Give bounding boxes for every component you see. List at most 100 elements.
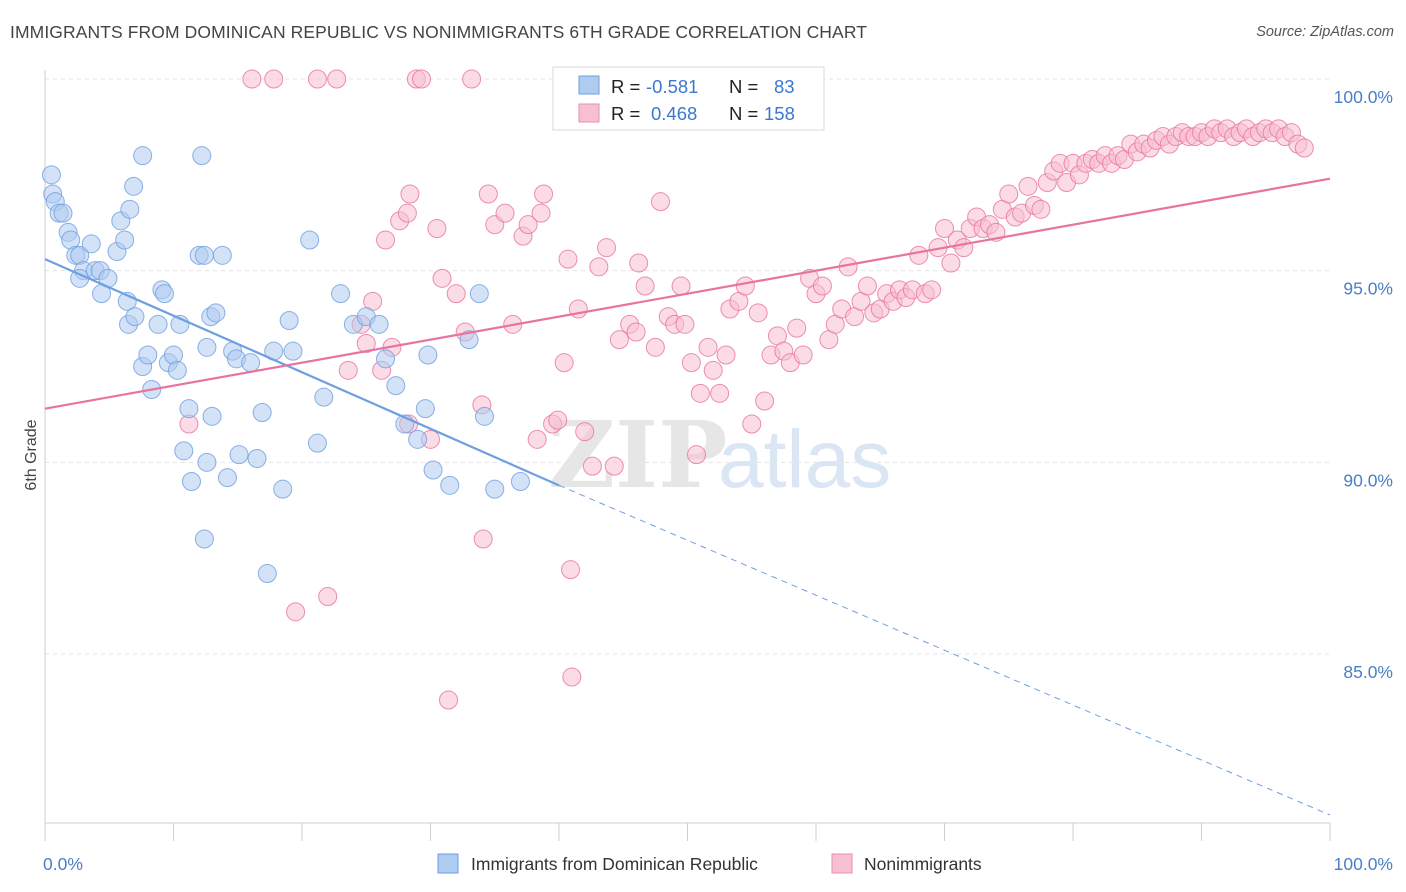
nonimmigrants-point [675, 314, 695, 334]
immigrants-point [197, 337, 217, 357]
stats-swatch-immigrants [578, 75, 600, 95]
nonimmigrants-point [597, 238, 617, 258]
immigrants-point [279, 311, 299, 330]
y-axis-label: 6th Grade [23, 419, 40, 490]
nonimmigrants-point [412, 69, 432, 89]
x-tick-label: 0.0% [43, 854, 83, 874]
watermark: ZIP atlas [548, 401, 891, 509]
immigrants-point [440, 475, 460, 495]
immigrants-point [241, 353, 261, 373]
nonimmigrants-point [710, 383, 730, 403]
nonimmigrants-point [635, 276, 655, 296]
nonimmigrants-point [527, 429, 547, 449]
nonimmigrants-point [604, 456, 624, 476]
immigrants-point [469, 284, 489, 304]
immigrants-point [314, 387, 334, 407]
source-credit: Source: ZipAtlas.com [1256, 24, 1394, 40]
immigrants-point [510, 472, 530, 491]
nonimmigrants-point [909, 245, 929, 265]
nonimmigrants-point [686, 445, 706, 465]
nonimmigrants-trend-line [44, 177, 1331, 410]
stats-n-value-immigrants: 83 [774, 76, 795, 97]
immigrants-point [194, 529, 214, 549]
immigrants-point [125, 307, 145, 327]
nonimmigrants-point [922, 280, 942, 300]
immigrants-point [283, 341, 303, 361]
immigrants-point [167, 360, 187, 380]
nonimmigrants-point [609, 330, 629, 350]
nonimmigrants-point [812, 276, 832, 296]
legend-swatch-immigrants [437, 853, 459, 874]
immigrants-point [174, 441, 194, 461]
immigrants-point [273, 479, 293, 499]
immigrants-point [81, 234, 101, 254]
legend: Immigrants from Dominican Republic Nonim… [437, 853, 982, 874]
nonimmigrants-point [651, 192, 671, 212]
nonimmigrants-point [432, 268, 452, 288]
nonimmigrants-point [561, 560, 581, 580]
legend-label-immigrants: Immigrants from Dominican Republic [471, 854, 758, 874]
nonimmigrants-point [755, 391, 775, 411]
immigrants-point [369, 314, 389, 334]
immigrants-point [257, 564, 277, 583]
series-immigrants-points [41, 146, 530, 583]
immigrants-point [485, 479, 505, 499]
immigrants-point [138, 345, 158, 365]
nonimmigrants-point [356, 334, 376, 353]
nonimmigrants-point [338, 360, 358, 380]
immigrants-point [229, 445, 249, 465]
immigrants-point [459, 330, 479, 350]
nonimmigrants-point [645, 337, 665, 357]
immigrants-point [120, 199, 140, 219]
nonimmigrants-point [397, 203, 417, 223]
nonimmigrants-point [548, 410, 568, 430]
immigrants-point [423, 460, 443, 480]
y-tick-label: 85.0% [1343, 662, 1393, 682]
immigrants-point [41, 165, 61, 185]
nonimmigrants-point [935, 219, 954, 238]
x-tick-label: 100.0% [1334, 854, 1393, 874]
stats-n-label-nonimmigrants: N = [729, 103, 758, 124]
nonimmigrants-point [626, 322, 646, 342]
nonimmigrants-point [787, 318, 807, 338]
nonimmigrants-point [518, 215, 538, 235]
nonimmigrants-point [735, 276, 755, 296]
chart-title: IMMIGRANTS FROM DOMINICAN REPUBLIC VS NO… [10, 22, 868, 42]
immigrants-point [386, 376, 406, 396]
nonimmigrants-point [999, 184, 1019, 204]
y-tick-labels: 100.0% 95.0% 90.0% 85.0% [1334, 87, 1393, 682]
nonimmigrants-point [698, 337, 718, 357]
stats-n-value-nonimmigrants: 158 [764, 103, 795, 124]
immigrants-point [115, 230, 135, 250]
nonimmigrants-point [703, 360, 723, 380]
immigrants-point [300, 230, 320, 250]
nonimmigrants-point [558, 249, 578, 269]
nonimmigrants-point [286, 602, 306, 622]
immigrants-trend-extension [558, 484, 1331, 816]
nonimmigrants-point [242, 69, 262, 89]
nonimmigrants-point [629, 253, 649, 273]
nonimmigrants-point [446, 284, 466, 304]
nonimmigrants-point [427, 219, 447, 238]
immigrants-point [247, 449, 267, 468]
stats-r-label-immigrants: R = [611, 76, 640, 97]
nonimmigrants-point [462, 69, 482, 89]
nonimmigrants-point [554, 353, 574, 373]
stats-n-label-immigrants: N = [729, 76, 758, 97]
legend-swatch-nonimmigrants [831, 853, 853, 874]
stats-swatch-nonimmigrants [578, 103, 600, 123]
nonimmigrants-point [473, 529, 493, 549]
immigrants-point [331, 284, 351, 304]
nonimmigrants-point [376, 230, 396, 250]
nonimmigrants-point [941, 253, 961, 273]
nonimmigrants-point [589, 257, 609, 277]
immigrants-point [181, 472, 201, 491]
immigrants-trend-line [44, 258, 560, 487]
stats-r-label-nonimmigrants: R = [611, 103, 640, 124]
nonimmigrants-point [582, 456, 602, 476]
nonimmigrants-point [307, 69, 327, 89]
immigrants-point [53, 203, 73, 223]
trend-lines [44, 177, 1331, 816]
legend-label-nonimmigrants: Nonimmigrants [864, 854, 982, 874]
nonimmigrants-point [264, 69, 284, 89]
